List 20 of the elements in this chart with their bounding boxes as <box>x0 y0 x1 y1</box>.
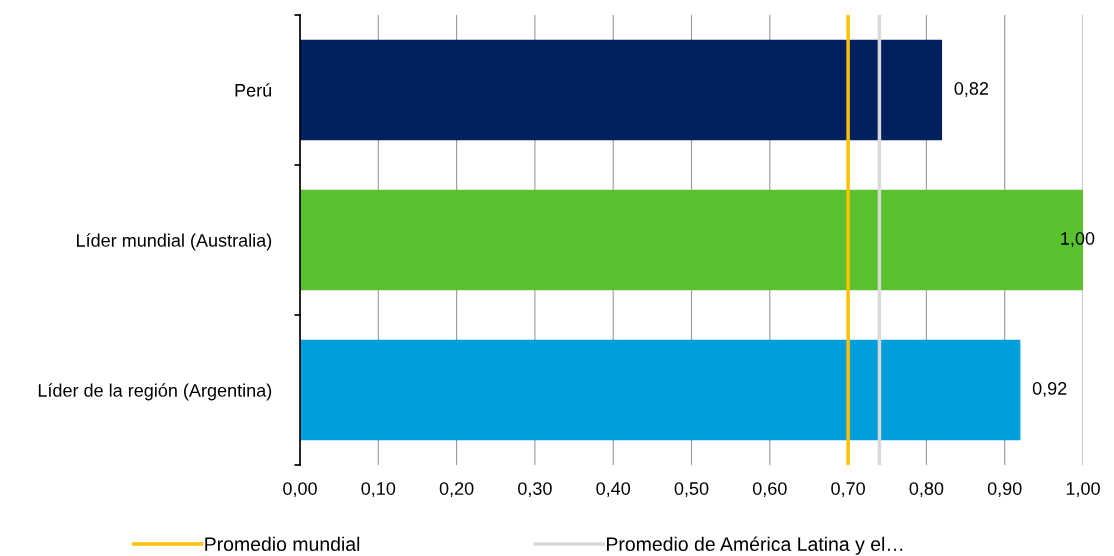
x-tick-label: 0,50 <box>674 482 709 498</box>
x-tick-label: 0,60 <box>752 482 787 498</box>
bar <box>300 339 1021 441</box>
x-tick-label: 0,00 <box>283 482 317 498</box>
legend-label: Promedio mundial <box>205 536 360 552</box>
legend-label: Promedio de América Latina y el… <box>607 536 903 555</box>
bar <box>300 39 943 141</box>
x-tick-label: 0,70 <box>831 482 865 498</box>
y-tick-label: Perú <box>235 83 272 97</box>
x-tick-label: 1,00 <box>1066 482 1100 498</box>
x-tick-label: 0,10 <box>361 482 396 498</box>
y-tick-label: Líder mundial (Australia) <box>77 233 272 251</box>
x-tick-label: 0,80 <box>909 482 944 498</box>
x-tick-label: 0,90 <box>987 482 1022 498</box>
data-label: 0,92 <box>1032 382 1067 397</box>
x-tick-label: 0,20 <box>439 482 474 498</box>
x-tick-label: 0,30 <box>518 482 552 498</box>
y-tick-label: Líder de la región (Argentina) <box>38 383 272 401</box>
data-label: 0,82 <box>954 82 989 97</box>
x-tick-label: 0,40 <box>596 482 631 498</box>
